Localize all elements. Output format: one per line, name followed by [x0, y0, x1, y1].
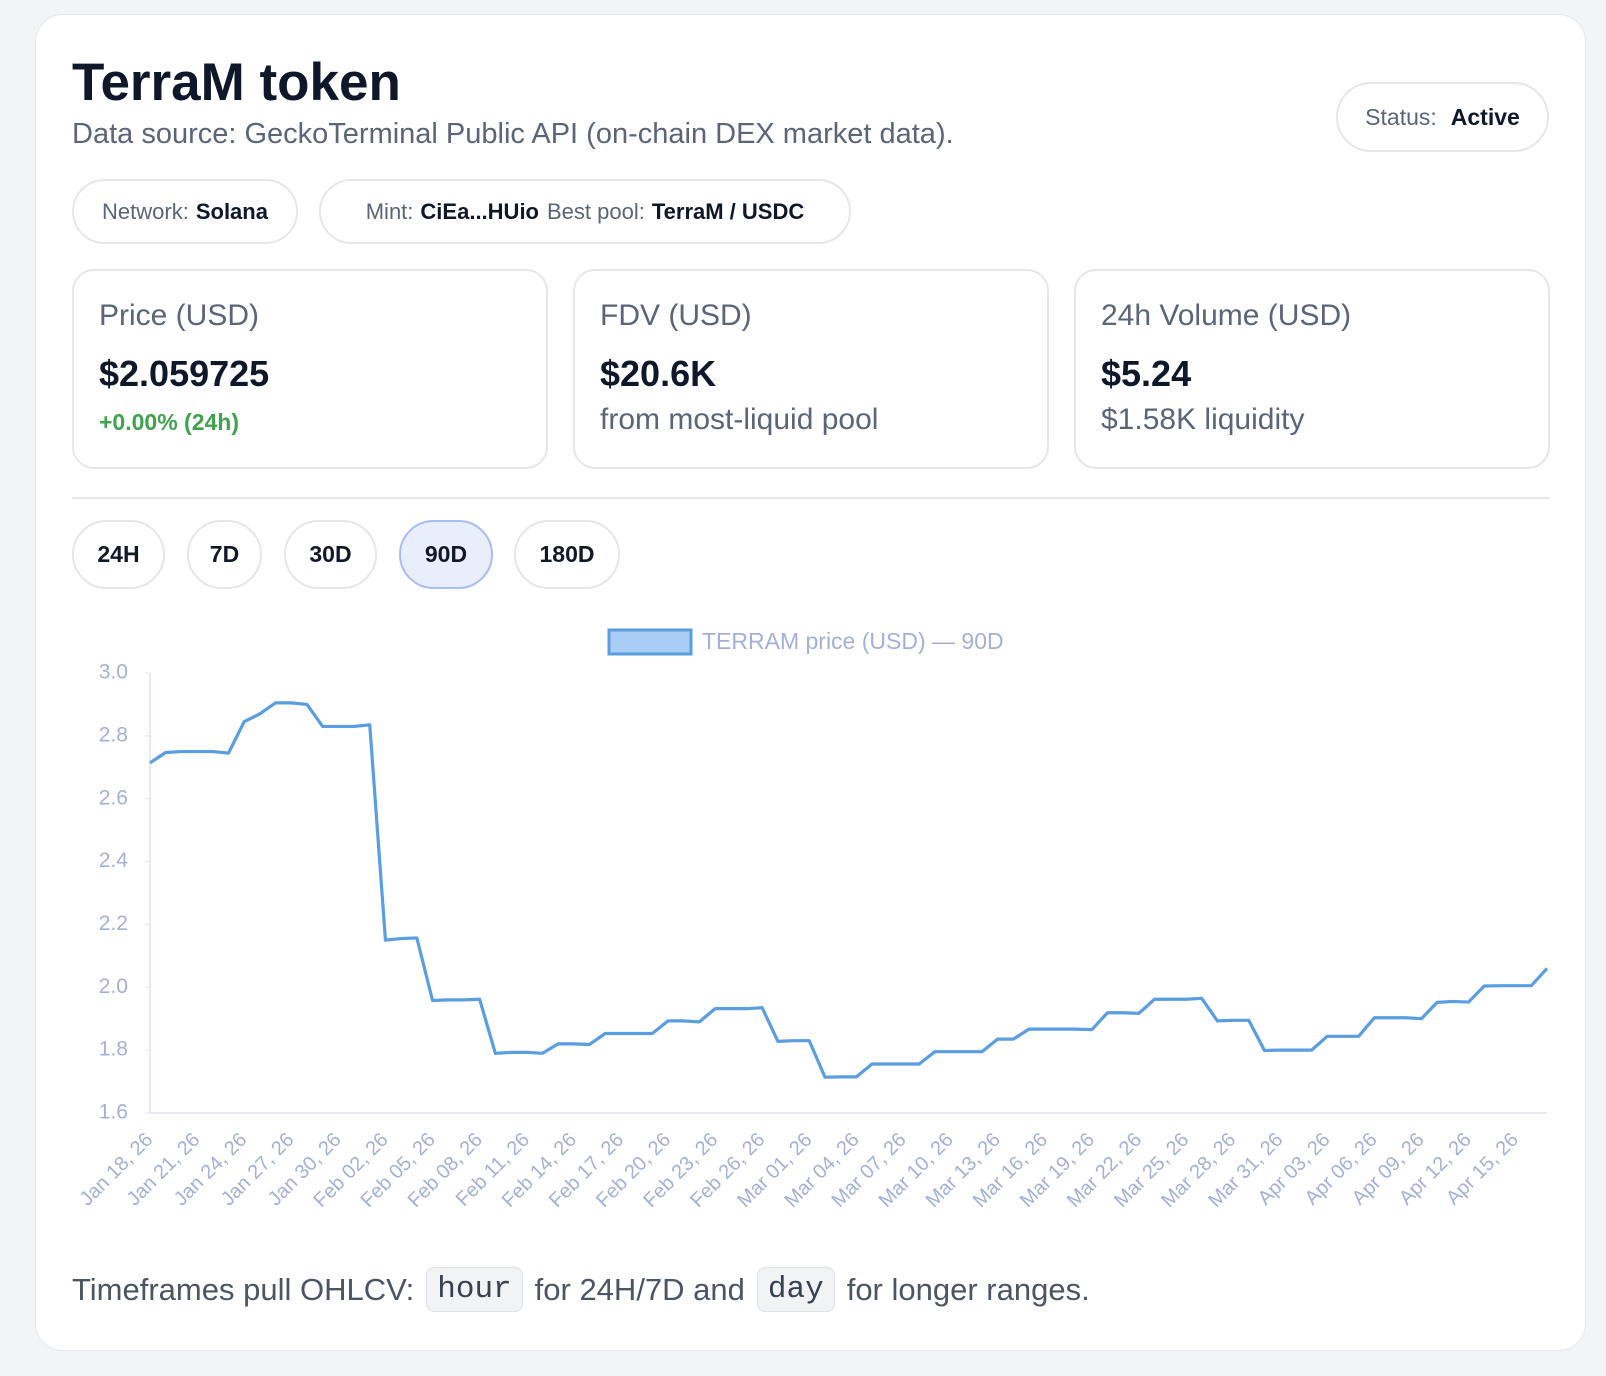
chip-item: Mint: CiEa...HUio: [366, 199, 539, 225]
timeframe-button[interactable]: 7D: [187, 520, 262, 589]
info-chip: Network: Solana: [72, 179, 298, 244]
chip-item: Best pool: TerraM / USDC: [547, 199, 804, 225]
y-tick-label: 2.6: [99, 786, 128, 809]
status-pill: Status: Active: [1336, 82, 1549, 152]
timeframe-button[interactable]: 30D: [284, 520, 377, 589]
y-tick-label: 2.2: [99, 912, 128, 935]
footer: Timeframes pull OHLCV: hour for 24H/7D and…: [72, 1267, 1090, 1312]
footer-text: for 24H/7D and: [534, 1271, 745, 1307]
timeframe-button[interactable]: 90D: [399, 520, 493, 589]
stat-value: $2.059725: [99, 353, 270, 394]
stat-value: $5.24: [1101, 353, 1192, 394]
code-snippet: day: [756, 1267, 835, 1312]
chip-value: CiEa...HUio: [420, 198, 539, 224]
subtitle: Data source: GeckoTerminal Public API (o…: [72, 118, 954, 150]
stat-note: +0.00% (24h): [99, 409, 239, 435]
stat-card: 24h Volume (USD) $5.24 $1.58K liquidity: [1074, 269, 1550, 469]
chip-label: Network:: [102, 198, 189, 224]
y-tick-label: 2.0: [99, 975, 128, 998]
stat-note: $1.58K liquidity: [1101, 403, 1305, 436]
stat-card: FDV (USD) $20.6K from most-liquid pool: [573, 269, 1049, 469]
info-chip: Mint: CiEa...HUio Best pool: TerraM / USDC: [319, 179, 851, 244]
stat-value: $20.6K: [600, 353, 717, 394]
stat-card: Price (USD) $2.059725 +0.00% (24h): [72, 269, 548, 469]
divider: [72, 497, 1549, 499]
y-tick-label: 2.4: [99, 849, 129, 872]
price-line: [149, 701, 1549, 1079]
legend-label: TERRAM price (USD) — 90D: [702, 628, 1004, 654]
chip-item: Network: Solana: [102, 199, 268, 225]
status-label: Status:: [1365, 103, 1437, 130]
status-value: Active: [1450, 103, 1520, 130]
y-tick-label: 2.8: [99, 723, 128, 746]
code-snippet: hour: [426, 1267, 523, 1312]
timeframe-button[interactable]: 24H: [72, 520, 165, 589]
chip-value: Solana: [195, 198, 268, 224]
stat-label: 24h Volume (USD): [1101, 299, 1352, 332]
y-tick-label: 1.8: [99, 1038, 128, 1061]
chip-label: Best pool:: [547, 198, 645, 224]
stat-label: FDV (USD): [600, 299, 752, 332]
timeframe-button[interactable]: 180D: [514, 520, 620, 589]
y-tick-label: 1.6: [99, 1101, 128, 1124]
stat-label: Price (USD): [99, 299, 260, 332]
footer-text: for longer ranges.: [846, 1271, 1090, 1307]
chip-value: TerraM / USDC: [651, 198, 805, 224]
legend-swatch: [607, 628, 693, 656]
chip-label: Mint:: [365, 198, 414, 224]
footer-text: Timeframes pull OHLCV:: [72, 1271, 415, 1307]
title: TerraM token: [72, 53, 401, 112]
y-tick-label: 3.0: [99, 661, 128, 684]
stat-note: from most-liquid pool: [600, 403, 879, 436]
